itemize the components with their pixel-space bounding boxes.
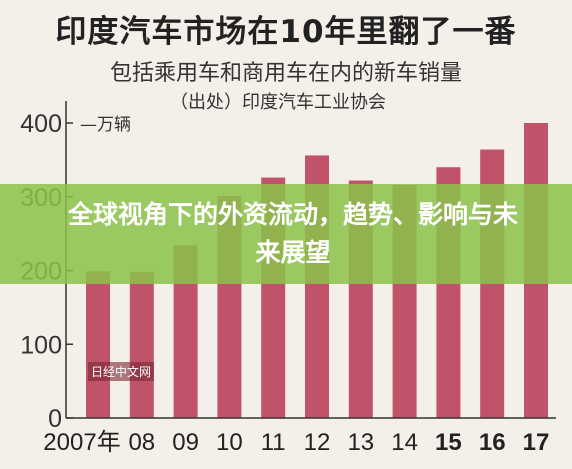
unit-label: —万辆 — [80, 115, 131, 135]
watermark: 日经中文网 — [88, 362, 155, 381]
y-tick-label: 400 — [20, 110, 62, 138]
x-tick-label: 15 — [435, 429, 462, 456]
overlay-headline: 全球视角下的外资流动，趋势、影响与未来展望 — [67, 200, 518, 267]
x-tick-label: 12 — [304, 429, 331, 456]
x-tick-label: 09 — [172, 429, 199, 456]
y-tick-label: 100 — [20, 331, 62, 359]
chart-subtitle: 包括乘用车和商用车在内的新车销量 — [109, 61, 462, 86]
x-tick-label: 17 — [523, 429, 550, 456]
x-tick-label: 10 — [216, 429, 243, 456]
x-tick-label: 16 — [479, 429, 506, 456]
bar-2007年 — [86, 271, 110, 418]
x-tick-label: 13 — [347, 429, 374, 456]
chart-source: （出处）印度汽车工业协会 — [170, 92, 386, 113]
overlay-banner: 全球视角下的外资流动，趋势、影响与未来展望 — [0, 184, 572, 284]
x-tick-label: 08 — [128, 429, 155, 456]
y-tick-label: 0 — [48, 405, 62, 433]
x-tick-label: 2007年 — [43, 429, 120, 456]
chart-title: 印度汽车市场在10年里翻了一番 — [55, 14, 517, 50]
x-tick-label: 11 — [261, 429, 286, 456]
x-tick-label: 14 — [391, 429, 418, 456]
bar-08 — [129, 271, 154, 418]
